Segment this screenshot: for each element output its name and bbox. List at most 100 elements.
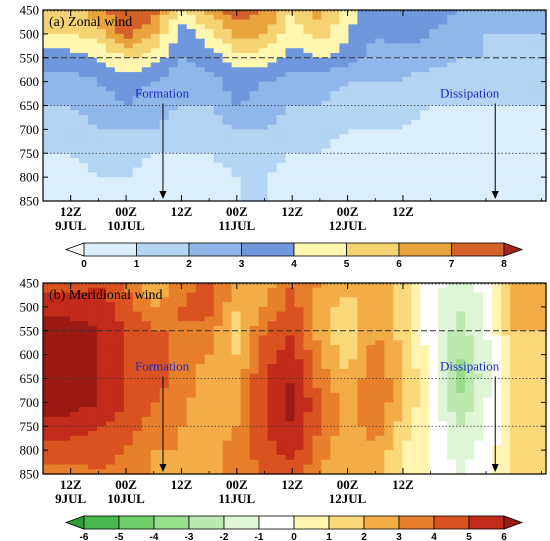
field-cell xyxy=(366,421,376,427)
field-cell xyxy=(204,378,215,384)
field-cell xyxy=(357,311,367,318)
field-cell xyxy=(411,52,421,59)
field-cell xyxy=(60,311,71,318)
field-cell xyxy=(402,52,412,59)
field-cell xyxy=(168,421,179,427)
field-cell xyxy=(285,62,296,68)
field-cell xyxy=(501,311,511,318)
field-cell xyxy=(231,316,242,322)
field-cell xyxy=(348,392,358,399)
field-cell xyxy=(78,162,89,169)
field-cell xyxy=(492,162,502,169)
field-cell xyxy=(375,72,385,78)
field-cell xyxy=(141,43,152,49)
field-cell xyxy=(267,67,278,73)
field-cell xyxy=(483,138,493,145)
field-cell xyxy=(141,153,152,159)
field-cell xyxy=(96,325,107,332)
field-cell xyxy=(213,349,224,356)
field-cell xyxy=(303,62,314,68)
field-cell xyxy=(303,321,314,327)
field-cell xyxy=(474,354,484,361)
field-cell xyxy=(393,129,403,135)
field-cell xyxy=(411,43,421,49)
field-cell xyxy=(150,76,161,83)
field-cell xyxy=(339,167,349,173)
field-cell xyxy=(141,162,152,169)
field-cell xyxy=(249,67,260,73)
field-cell xyxy=(78,181,89,188)
field-cell xyxy=(213,143,224,150)
field-cell xyxy=(78,52,89,59)
field-cell xyxy=(528,119,538,126)
field-cell xyxy=(528,172,538,178)
field-cell xyxy=(438,340,448,346)
field-cell xyxy=(43,302,53,308)
field-cell xyxy=(78,57,89,64)
field-cell xyxy=(204,340,215,346)
field-cell xyxy=(258,105,269,111)
field-cell xyxy=(303,38,314,45)
field-cell xyxy=(312,196,323,202)
field-cell xyxy=(492,306,502,313)
field-cell xyxy=(132,43,143,49)
field-cell xyxy=(438,364,448,370)
field-cell xyxy=(258,311,269,318)
field-cell xyxy=(294,105,305,111)
field-cell xyxy=(96,24,107,30)
field-cell xyxy=(357,148,367,154)
field-cell xyxy=(204,373,215,380)
field-cell xyxy=(330,459,341,466)
field-cell xyxy=(114,416,125,423)
field-cell xyxy=(411,143,421,150)
field-cell xyxy=(195,191,206,197)
field-cell xyxy=(393,435,403,442)
field-cell xyxy=(132,421,143,427)
field-cell xyxy=(456,38,466,45)
field-cell xyxy=(312,181,323,188)
field-cell xyxy=(222,148,233,154)
field-cell xyxy=(159,325,170,332)
field-cell xyxy=(177,29,188,35)
field-cell xyxy=(43,411,53,418)
field-cell xyxy=(285,421,296,427)
field-cell xyxy=(483,354,493,361)
field-cell xyxy=(96,19,107,25)
field-cell xyxy=(267,181,278,188)
field-cell xyxy=(132,316,143,322)
field-cell xyxy=(312,81,323,88)
field-cell xyxy=(492,177,502,183)
field-cell xyxy=(87,57,98,64)
field-cell xyxy=(258,330,269,337)
field-cell xyxy=(168,52,179,59)
field-cell xyxy=(258,100,269,107)
field-cell xyxy=(492,43,502,49)
field-cell xyxy=(285,91,296,97)
field-cell xyxy=(411,100,421,107)
field-cell xyxy=(438,124,448,130)
field-cell xyxy=(492,435,502,442)
field-cell xyxy=(375,81,385,88)
field-cell xyxy=(456,43,466,49)
field-cell xyxy=(366,81,376,88)
field-cell xyxy=(411,325,421,332)
field-cell xyxy=(43,72,53,78)
field-cell xyxy=(150,67,161,73)
field-cell xyxy=(510,426,520,432)
field-cell xyxy=(267,33,278,40)
field-cell xyxy=(402,325,412,332)
field-cell xyxy=(267,124,278,130)
field-cell xyxy=(60,33,71,40)
field-cell xyxy=(348,158,358,164)
field-cell xyxy=(87,29,98,35)
field-cell xyxy=(348,445,358,451)
field-cell xyxy=(330,426,341,432)
field-cell xyxy=(204,388,215,394)
field-cell xyxy=(141,440,152,446)
field-cell xyxy=(393,67,403,73)
field-cell xyxy=(51,378,62,384)
field-cell xyxy=(474,292,484,298)
field-cell xyxy=(510,181,520,188)
field-cell xyxy=(231,148,242,154)
field-cell xyxy=(204,349,215,356)
